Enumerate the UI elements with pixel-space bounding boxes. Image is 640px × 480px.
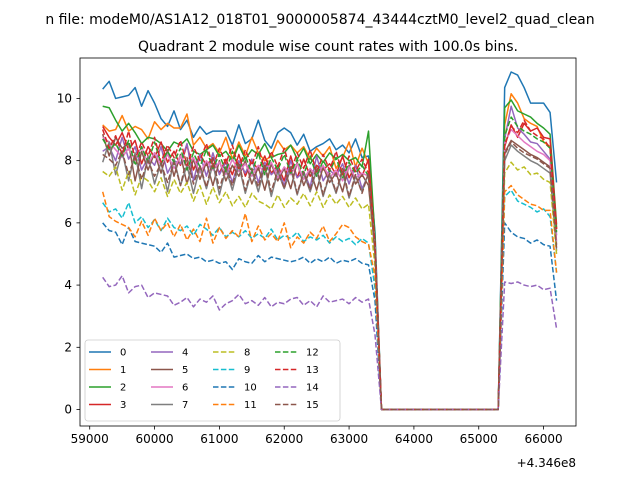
legend-label-3: 3 — [120, 400, 126, 411]
x-tick-label: 65000 — [460, 432, 498, 446]
y-tick-label: 2 — [64, 340, 72, 354]
figure-suptitle: n file: modeM0/AS1A12_018T01_9000005874_… — [45, 12, 594, 28]
axes-frame — [79, 57, 577, 427]
legend-label-15: 15 — [306, 400, 319, 411]
series-line-13 — [101, 119, 558, 411]
legend-box — [84, 339, 341, 422]
y-tick-label: 4 — [64, 278, 72, 292]
legend-label-5: 5 — [182, 365, 188, 376]
x-tick-label: 66000 — [524, 432, 562, 446]
legend-label-4: 4 — [182, 348, 188, 359]
y-tick-label: 6 — [64, 216, 72, 230]
legend-label-6: 6 — [182, 383, 188, 394]
x-axis: 59000 60000 61000 62000 63000 64000 65000 66000 — [71, 426, 563, 446]
legend-label-10: 10 — [244, 383, 257, 394]
x-tick-label: 61000 — [200, 432, 238, 446]
x-tick-label: 60000 — [135, 432, 173, 446]
y-tick-label: 0 — [64, 403, 72, 417]
x-tick-label: 62000 — [265, 432, 303, 446]
x-axis-offset-label: +4.346e8 — [517, 456, 576, 470]
y-tick-label: 10 — [57, 91, 72, 105]
y-axis: 0 2 4 6 8 10 — [57, 91, 80, 417]
legend-label-7: 7 — [182, 400, 188, 411]
legend-label-12: 12 — [306, 348, 319, 359]
series-layer — [101, 71, 558, 411]
legend-label-13: 13 — [306, 365, 319, 376]
legend-label-0: 0 — [120, 348, 126, 359]
chart-title: Quadrant 2 module wise count rates with … — [138, 39, 518, 55]
x-tick-label: 63000 — [330, 432, 368, 446]
series-line-12 — [102, 116, 558, 411]
legend-label-2: 2 — [120, 383, 126, 394]
x-tick-label: 64000 — [395, 432, 433, 446]
x-tick-label: 59000 — [71, 432, 109, 446]
legend-label-14: 14 — [306, 383, 319, 394]
y-tick-label: 8 — [64, 154, 72, 168]
legend-label-11: 11 — [244, 400, 257, 411]
series-line-15 — [102, 141, 558, 411]
legend-label-8: 8 — [244, 348, 250, 359]
legend-label-1: 1 — [120, 365, 126, 376]
legend-label-9: 9 — [244, 365, 250, 376]
